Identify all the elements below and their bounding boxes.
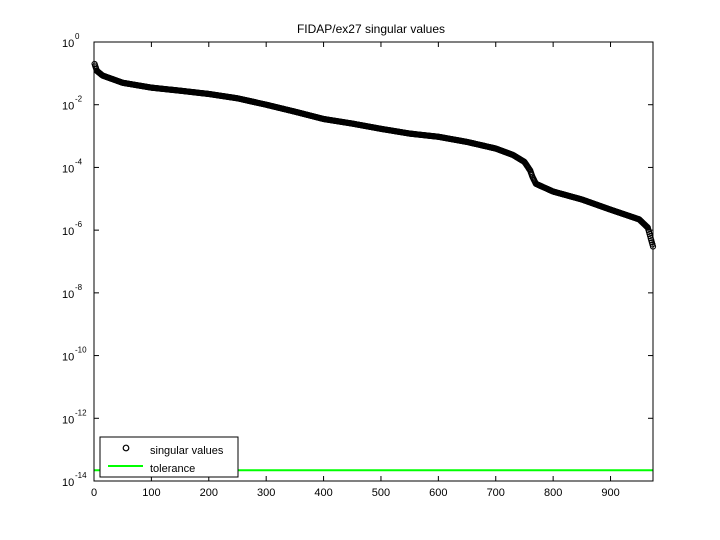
legend-label-singular-values: singular values <box>150 445 224 457</box>
x-tick-label: 400 <box>314 487 332 499</box>
y-tick-label-exponent: -4 <box>75 157 83 166</box>
y-tick-label-base: 10 <box>62 352 74 364</box>
y-tick-label-base: 10 <box>62 38 74 50</box>
y-tick-label-exponent: 0 <box>75 32 80 41</box>
y-tick-label-base: 10 <box>62 477 74 489</box>
x-tick-label: 300 <box>257 487 275 499</box>
y-tick-label-base: 10 <box>62 289 74 301</box>
legend-label-tolerance: tolerance <box>150 463 195 475</box>
y-tick-label-exponent: -12 <box>75 408 87 417</box>
plot-area <box>91 60 657 472</box>
legend-box <box>99 436 239 478</box>
y-tick-label-exponent: -10 <box>75 346 87 355</box>
data-point <box>643 223 650 230</box>
x-tick-label: 600 <box>429 487 447 499</box>
x-tick-label: 100 <box>142 487 160 499</box>
legend: singular values tolerance <box>99 436 239 478</box>
y-tick-label-base: 10 <box>62 226 74 238</box>
y-tick-label-base: 10 <box>62 414 74 426</box>
chart-title: FIDAP/ex27 singular values <box>297 22 445 36</box>
x-tick-label: 500 <box>372 487 390 499</box>
y-tick-label-exponent: -14 <box>75 471 87 480</box>
x-tick-label: 900 <box>601 487 619 499</box>
y-tick-label-exponent: -8 <box>75 283 83 292</box>
x-tick-label: 200 <box>200 487 218 499</box>
y-tick-label-exponent: -2 <box>75 95 83 104</box>
x-tick-label: 800 <box>544 487 562 499</box>
y-tick-label-base: 10 <box>62 163 74 175</box>
y-tick-label-base: 10 <box>62 101 74 113</box>
x-tick-label: 0 <box>91 487 97 499</box>
axes-box <box>93 41 654 482</box>
legend-marker-singular-values <box>122 444 130 452</box>
x-tick-label: 700 <box>487 487 505 499</box>
y-tick-label-exponent: -6 <box>75 220 83 229</box>
axes: 0 100 200 300 400 500 600 700 800 90010010-210-41… <box>62 32 654 499</box>
